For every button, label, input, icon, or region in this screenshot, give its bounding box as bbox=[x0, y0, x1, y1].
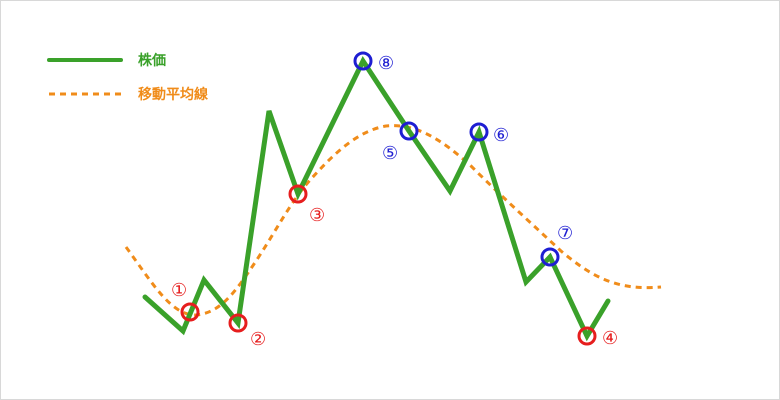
marker-7-circle bbox=[540, 247, 560, 267]
marker-1-circle bbox=[180, 302, 200, 322]
marker-7-label: ⑦ bbox=[557, 223, 573, 244]
marker-1-label: ① bbox=[171, 280, 187, 301]
marker-5-label: ⑤ bbox=[382, 143, 398, 164]
stock-price-line bbox=[142, 55, 611, 342]
marker-4-circle bbox=[577, 326, 597, 346]
legend-price-label: 株価 bbox=[138, 52, 166, 69]
legend-ma-label: 移動平均線 bbox=[138, 86, 208, 103]
marker-3-label: ③ bbox=[309, 205, 325, 226]
marker-6-label: ⑥ bbox=[493, 125, 509, 146]
marker-6-circle bbox=[469, 122, 489, 142]
moving-average-line bbox=[124, 124, 662, 317]
marker-3-circle bbox=[288, 184, 308, 204]
marker-2-label: ② bbox=[250, 329, 266, 350]
marker-2-circle bbox=[228, 313, 248, 333]
marker-4-label: ④ bbox=[602, 328, 618, 349]
marker-5-circle bbox=[399, 121, 419, 141]
marker-8-circle bbox=[353, 51, 373, 71]
marker-8-label: ⑧ bbox=[378, 53, 394, 74]
